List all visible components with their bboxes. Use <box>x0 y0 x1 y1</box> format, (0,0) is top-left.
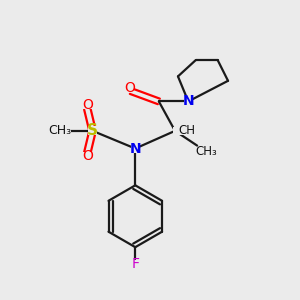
Text: S: S <box>87 123 98 138</box>
Text: O: O <box>124 81 135 94</box>
Bar <box>83 152 92 160</box>
Text: N: N <box>182 94 194 108</box>
Text: CH₃: CH₃ <box>195 145 217 158</box>
Text: O: O <box>82 149 93 164</box>
Text: F: F <box>131 257 139 271</box>
Bar <box>125 83 134 92</box>
Text: CH₃: CH₃ <box>49 124 72 137</box>
Text: CH: CH <box>178 124 196 137</box>
Text: N: N <box>130 142 141 155</box>
Text: O: O <box>82 98 93 112</box>
Bar <box>173 127 184 135</box>
Bar <box>184 97 193 106</box>
Bar <box>130 144 140 153</box>
Bar <box>195 147 217 156</box>
Bar <box>88 126 97 135</box>
Bar <box>83 101 92 110</box>
Bar <box>131 260 140 269</box>
Bar <box>49 126 71 135</box>
